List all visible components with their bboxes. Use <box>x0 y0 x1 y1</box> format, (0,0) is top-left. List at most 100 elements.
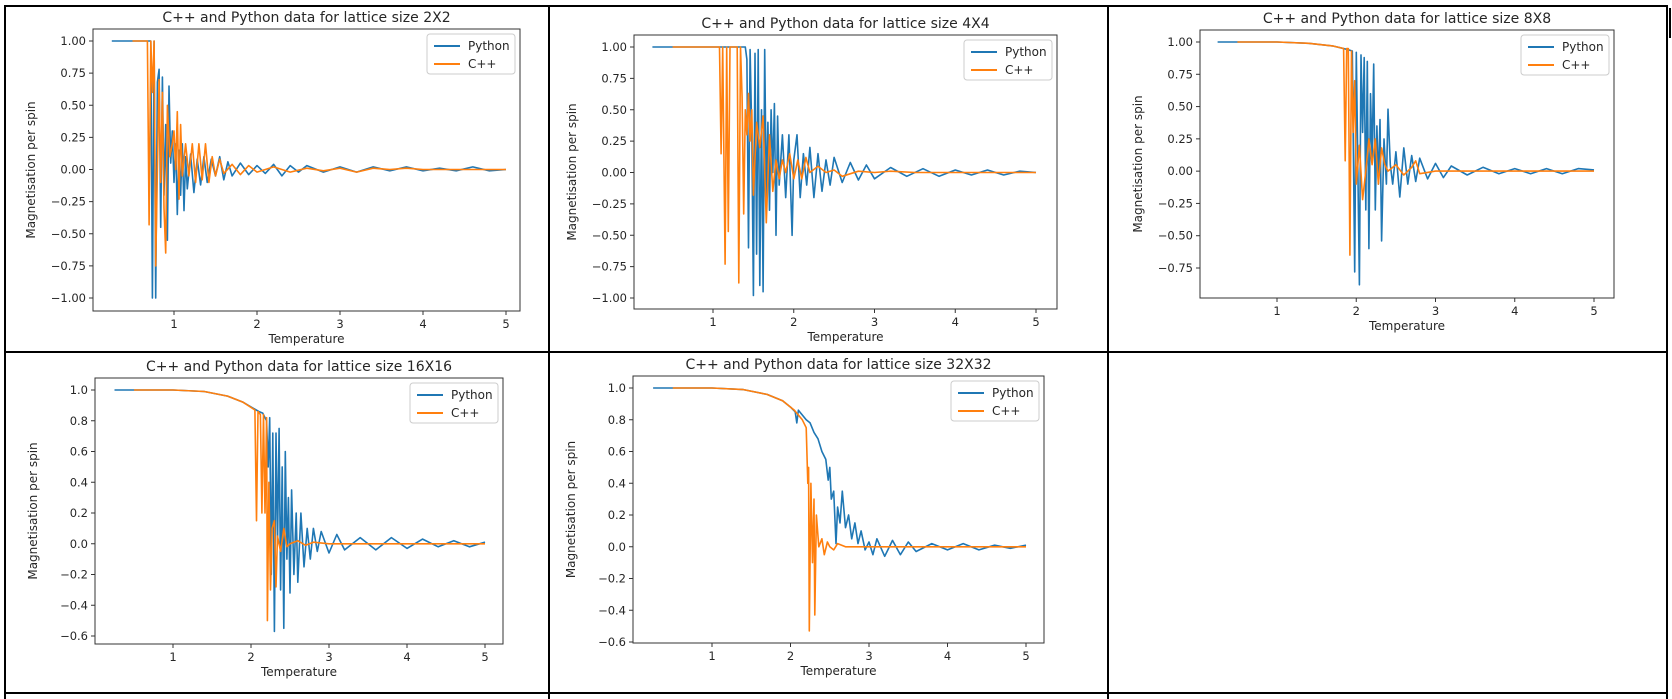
y-tick-label: 0.00 <box>1167 164 1193 178</box>
legend: Python C++ <box>1520 34 1610 76</box>
chart-title: C++ and Python data for lattice size 4X4 <box>701 16 989 32</box>
series-line-python <box>114 389 486 633</box>
y-tick-label: −0.25 <box>51 195 86 209</box>
series-line-python <box>1217 41 1595 286</box>
series-line-python <box>652 46 1037 297</box>
y-tick-label: −0.4 <box>60 598 88 612</box>
y-tick-label: −0.50 <box>592 228 627 242</box>
y-tick-label: −0.50 <box>51 227 86 241</box>
y-tick-label: −0.25 <box>592 197 627 211</box>
chart-title: C++ and Python data for lattice size 2X2 <box>162 10 450 26</box>
y-axis-label: Magnetisation per spin <box>24 101 38 238</box>
chart-8x8-group: C++ and Python data for lattice size 8X8… <box>1131 11 1615 333</box>
x-axis-label: Temperature <box>260 665 337 679</box>
x-tick-label: 4 <box>1511 304 1518 318</box>
chart-32x32-group: C++ and Python data for lattice size 32X… <box>564 357 1045 678</box>
series-line-cpp <box>134 389 485 622</box>
legend-label: C++ <box>468 57 497 71</box>
x-tick-label: 1 <box>169 650 176 664</box>
y-tick-label: 0.25 <box>601 134 627 148</box>
plot-area <box>652 46 1037 297</box>
x-tick-label: 5 <box>481 650 488 664</box>
table-border-right <box>1666 5 1668 699</box>
series-line-cpp <box>1237 41 1594 256</box>
y-tick-label: 0.2 <box>70 506 88 520</box>
series-line-cpp <box>672 46 1036 284</box>
y-tick-label: −0.2 <box>60 568 88 582</box>
y-tick-label: 0.75 <box>601 71 627 85</box>
x-axis-label: Temperature <box>799 664 876 678</box>
table-border-left <box>4 5 6 699</box>
y-tick-label: 0.0 <box>608 540 626 554</box>
x-axis-label: Temperature <box>806 330 883 344</box>
y-tick-label: 0.4 <box>608 476 626 490</box>
x-tick-label: 2 <box>790 315 797 329</box>
y-tick-label: 0.25 <box>1167 132 1193 146</box>
y-tick-label: 1.0 <box>608 381 626 395</box>
y-tick-label: −0.2 <box>598 572 626 586</box>
x-tick-label: 5 <box>1022 649 1029 663</box>
y-axis-label: Magnetisation per spin <box>1131 95 1145 232</box>
plot-frame <box>632 375 1045 644</box>
x-tick-label: 2 <box>787 649 794 663</box>
x-tick-label: 1 <box>709 315 716 329</box>
y-tick-label: −0.6 <box>598 635 626 649</box>
y-tick-label: −0.75 <box>1158 261 1193 275</box>
y-tick-label: −0.75 <box>592 260 627 274</box>
y-axis-label: Magnetisation per spin <box>565 103 579 240</box>
x-tick-label: 3 <box>336 317 343 331</box>
y-tick-label: 0.75 <box>1167 67 1193 81</box>
x-tick-label: 4 <box>944 649 951 663</box>
legend-label: Python <box>1005 45 1047 59</box>
y-tick-label: 1.0 <box>70 383 88 397</box>
legend-label: Python <box>1562 40 1604 54</box>
plot-frame <box>94 377 504 645</box>
x-axis-label: Temperature <box>267 332 344 346</box>
legend-label: C++ <box>992 404 1021 418</box>
x-tick-label: 4 <box>952 315 959 329</box>
x-tick-label: 3 <box>1432 304 1439 318</box>
table-border-col1 <box>548 5 550 699</box>
x-tick-label: 3 <box>865 649 872 663</box>
x-tick-label: 2 <box>1353 304 1360 318</box>
x-tick-label: 1 <box>170 317 177 331</box>
y-tick-label: −0.50 <box>1158 229 1193 243</box>
y-tick-label: 0.00 <box>60 163 86 177</box>
series-line-cpp <box>672 387 1026 632</box>
series-line-cpp <box>132 40 506 267</box>
chart-2x2-group: C++ and Python data for lattice size 2X2… <box>24 10 521 346</box>
legend-label: Python <box>451 388 493 402</box>
x-tick-label: 2 <box>247 650 254 664</box>
y-tick-label: −0.75 <box>51 259 86 273</box>
chart-title: C++ and Python data for lattice size 8X8 <box>1263 11 1551 27</box>
y-axis-label: Magnetisation per spin <box>564 441 578 578</box>
y-tick-label: 1.00 <box>601 40 627 54</box>
plot-area <box>653 387 1027 632</box>
x-tick-label: 3 <box>871 315 878 329</box>
plot-area <box>111 40 507 299</box>
table-border-fragment <box>1669 8 1671 38</box>
y-tick-label: 0.75 <box>60 66 86 80</box>
y-tick-label: 0.8 <box>608 413 626 427</box>
x-tick-label: 5 <box>1032 315 1039 329</box>
y-tick-label: 1.00 <box>60 34 86 48</box>
table-border-bottom <box>4 692 1668 694</box>
y-tick-label: −1.00 <box>592 291 627 305</box>
table-border-top <box>4 5 1668 7</box>
x-tick-label: 1 <box>1273 304 1280 318</box>
x-axis-label: Temperature <box>1368 319 1445 333</box>
legend-label: C++ <box>1562 58 1591 72</box>
legend: Python C++ <box>950 380 1040 422</box>
y-tick-label: 0.0 <box>70 537 88 551</box>
x-tick-label: 2 <box>253 317 260 331</box>
y-tick-label: 0.50 <box>1167 100 1193 114</box>
y-tick-label: 0.4 <box>70 475 88 489</box>
plot-frame <box>1199 29 1615 299</box>
y-tick-label: −0.25 <box>1158 196 1193 210</box>
y-tick-label: 0.50 <box>601 103 627 117</box>
